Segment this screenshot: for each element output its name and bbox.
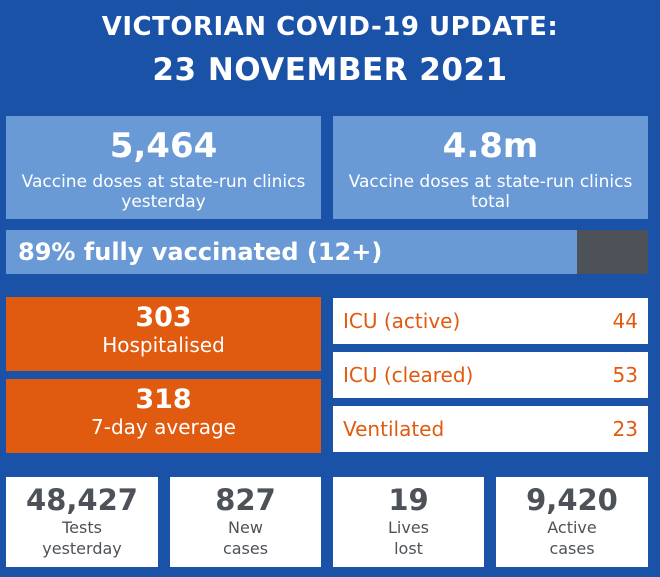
- vaccine-yesterday-value: 5,464: [109, 126, 218, 166]
- ventilated-value: 23: [612, 417, 638, 441]
- new-cases-label-1: New: [228, 518, 263, 537]
- active-cases-card: 9,420 Active cases: [496, 477, 648, 567]
- vaccine-total-value: 4.8m: [442, 126, 539, 166]
- vaccine-yesterday-label: Vaccine doses at state-run clinics yeste…: [21, 172, 306, 212]
- fully-vaccinated-bar: 89% fully vaccinated (12+): [6, 230, 648, 274]
- hospitalised-label: Hospitalised: [102, 333, 225, 357]
- lives-lost-label-1: Lives: [387, 518, 429, 537]
- hospitalised-value: 303: [135, 302, 192, 333]
- tests-yesterday-label-1: Tests: [62, 518, 102, 537]
- vaccine-total-label: Vaccine doses at state-run clinics total: [348, 172, 633, 212]
- tests-yesterday-card: 48,427 Tests yesterday: [6, 477, 158, 567]
- lives-lost-label-2: lost: [394, 539, 423, 558]
- active-cases-label-2: cases: [549, 539, 595, 558]
- new-cases-label-2: cases: [222, 539, 269, 558]
- tests-yesterday-value: 48,427: [26, 483, 138, 517]
- hospitalised-card: 303 Hospitalised: [6, 297, 321, 371]
- seven-day-average-value: 318: [135, 384, 192, 415]
- lives-lost-value: 19: [388, 483, 429, 517]
- seven-day-average-label: 7-day average: [91, 415, 236, 439]
- fully-vaccinated-fill: [6, 230, 578, 274]
- new-cases-card: 827 New cases: [170, 477, 321, 567]
- active-cases-value: 9,420: [526, 483, 618, 517]
- active-cases-label-1: Active: [547, 518, 597, 537]
- icu-active-row: ICU (active) 44: [333, 298, 648, 344]
- lives-lost-card: 19 Lives lost: [333, 477, 484, 567]
- vaccine-yesterday-card: 5,464 Vaccine doses at state-run clinics…: [6, 116, 321, 219]
- icu-cleared-row: ICU (cleared) 53: [333, 352, 648, 398]
- vaccine-total-card: 4.8m Vaccine doses at state-run clinics …: [333, 116, 648, 219]
- tests-yesterday-label-2: yesterday: [42, 539, 122, 558]
- page-date: 23 NOVEMBER 2021: [152, 52, 508, 88]
- page-title: VICTORIAN COVID-19 UPDATE:: [101, 12, 559, 42]
- new-cases-value: 827: [215, 483, 276, 517]
- icu-cleared-label: ICU (cleared): [343, 363, 474, 387]
- ventilated-label: Ventilated: [343, 417, 445, 441]
- icu-active-label: ICU (active): [343, 309, 461, 333]
- icu-cleared-value: 53: [612, 363, 638, 387]
- fully-vaccinated-label: 89% fully vaccinated (12+): [18, 238, 383, 266]
- ventilated-row: Ventilated 23: [333, 406, 648, 452]
- icu-active-value: 44: [612, 309, 638, 333]
- seven-day-average-card: 318 7-day average: [6, 379, 321, 453]
